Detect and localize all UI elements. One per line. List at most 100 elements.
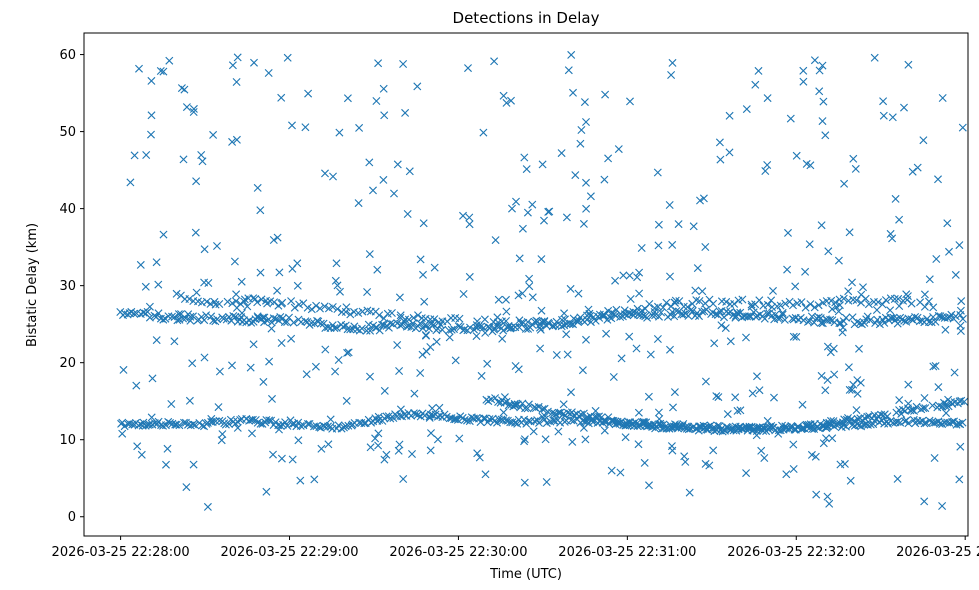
- data-point: [202, 297, 211, 306]
- data-point: [253, 183, 262, 192]
- data-point: [614, 145, 623, 154]
- data-point: [913, 313, 922, 322]
- data-point: [521, 324, 530, 333]
- data-point: [408, 450, 416, 458]
- data-point: [812, 490, 821, 499]
- data-point: [668, 58, 677, 67]
- data-point: [836, 460, 845, 469]
- data-point: [211, 300, 220, 309]
- data-point: [485, 415, 494, 424]
- data-point: [500, 393, 509, 402]
- data-point: [524, 400, 533, 409]
- data-point: [797, 298, 806, 307]
- data-point: [714, 393, 723, 402]
- data-point: [666, 272, 674, 281]
- data-point: [617, 417, 626, 426]
- data-point: [846, 476, 855, 485]
- data-point: [328, 303, 337, 311]
- data-point: [839, 317, 848, 326]
- data-point: [493, 313, 502, 322]
- data-point: [671, 296, 680, 305]
- data-point: [409, 409, 418, 418]
- data-point: [332, 259, 341, 268]
- data-point: [569, 314, 578, 323]
- data-point: [168, 312, 176, 321]
- data-point: [895, 302, 904, 310]
- data-point: [776, 301, 785, 310]
- data-point: [228, 137, 237, 146]
- data-point: [742, 105, 751, 114]
- data-point: [781, 299, 790, 308]
- data-point: [644, 392, 653, 401]
- data-point: [233, 423, 242, 432]
- data-point: [816, 314, 825, 323]
- data-point: [466, 323, 474, 332]
- data-point: [733, 309, 742, 318]
- data-point: [642, 418, 651, 427]
- data-point: [404, 322, 413, 330]
- data-point: [819, 439, 828, 448]
- data-point: [522, 165, 531, 174]
- data-point: [791, 424, 799, 433]
- data-point: [738, 313, 747, 322]
- data-point: [844, 414, 852, 422]
- data-point: [332, 323, 341, 332]
- data-point: [792, 332, 801, 341]
- data-point: [165, 56, 174, 65]
- data-point: [760, 454, 769, 462]
- data-point: [849, 154, 858, 163]
- data-point: [844, 287, 853, 296]
- data-point: [504, 401, 513, 410]
- data-point: [693, 264, 702, 273]
- data-point: [636, 311, 645, 320]
- data-point: [784, 228, 792, 237]
- data-point: [232, 135, 241, 144]
- data-point: [428, 404, 437, 413]
- data-point: [287, 297, 296, 306]
- data-point: [944, 402, 953, 411]
- data-point: [810, 56, 819, 65]
- data-point: [459, 290, 468, 298]
- data-point: [360, 419, 369, 428]
- data-point: [710, 339, 719, 348]
- data-point: [667, 71, 676, 79]
- data-point: [763, 309, 772, 318]
- data-point: [494, 295, 503, 304]
- data-point: [755, 386, 764, 395]
- data-point: [447, 325, 456, 334]
- data-point: [416, 319, 425, 328]
- data-point: [525, 282, 534, 291]
- data-point: [246, 363, 255, 372]
- data-point: [920, 302, 929, 311]
- data-point: [396, 405, 405, 414]
- data-point: [595, 313, 604, 322]
- data-point: [189, 108, 198, 116]
- data-point: [317, 444, 326, 453]
- data-points: [116, 50, 969, 511]
- data-point: [523, 318, 532, 326]
- data-point: [386, 319, 395, 328]
- data-point: [646, 350, 655, 359]
- data-point: [811, 452, 820, 461]
- data-point: [900, 103, 908, 112]
- data-point: [307, 319, 316, 328]
- data-point: [626, 295, 635, 303]
- data-point: [167, 400, 176, 408]
- data-point: [416, 369, 425, 377]
- data-point: [745, 423, 754, 432]
- data-point: [822, 434, 830, 443]
- data-point: [654, 220, 663, 229]
- data-point: [890, 295, 899, 303]
- data-point: [223, 297, 232, 306]
- data-point: [550, 416, 559, 425]
- data-point: [653, 335, 662, 343]
- data-point: [200, 245, 209, 254]
- data-point: [163, 444, 172, 453]
- data-point: [736, 406, 745, 415]
- data-point: [778, 310, 787, 319]
- data-point: [257, 295, 266, 304]
- data-point: [343, 94, 352, 103]
- data-point: [941, 325, 950, 334]
- data-point: [132, 381, 141, 390]
